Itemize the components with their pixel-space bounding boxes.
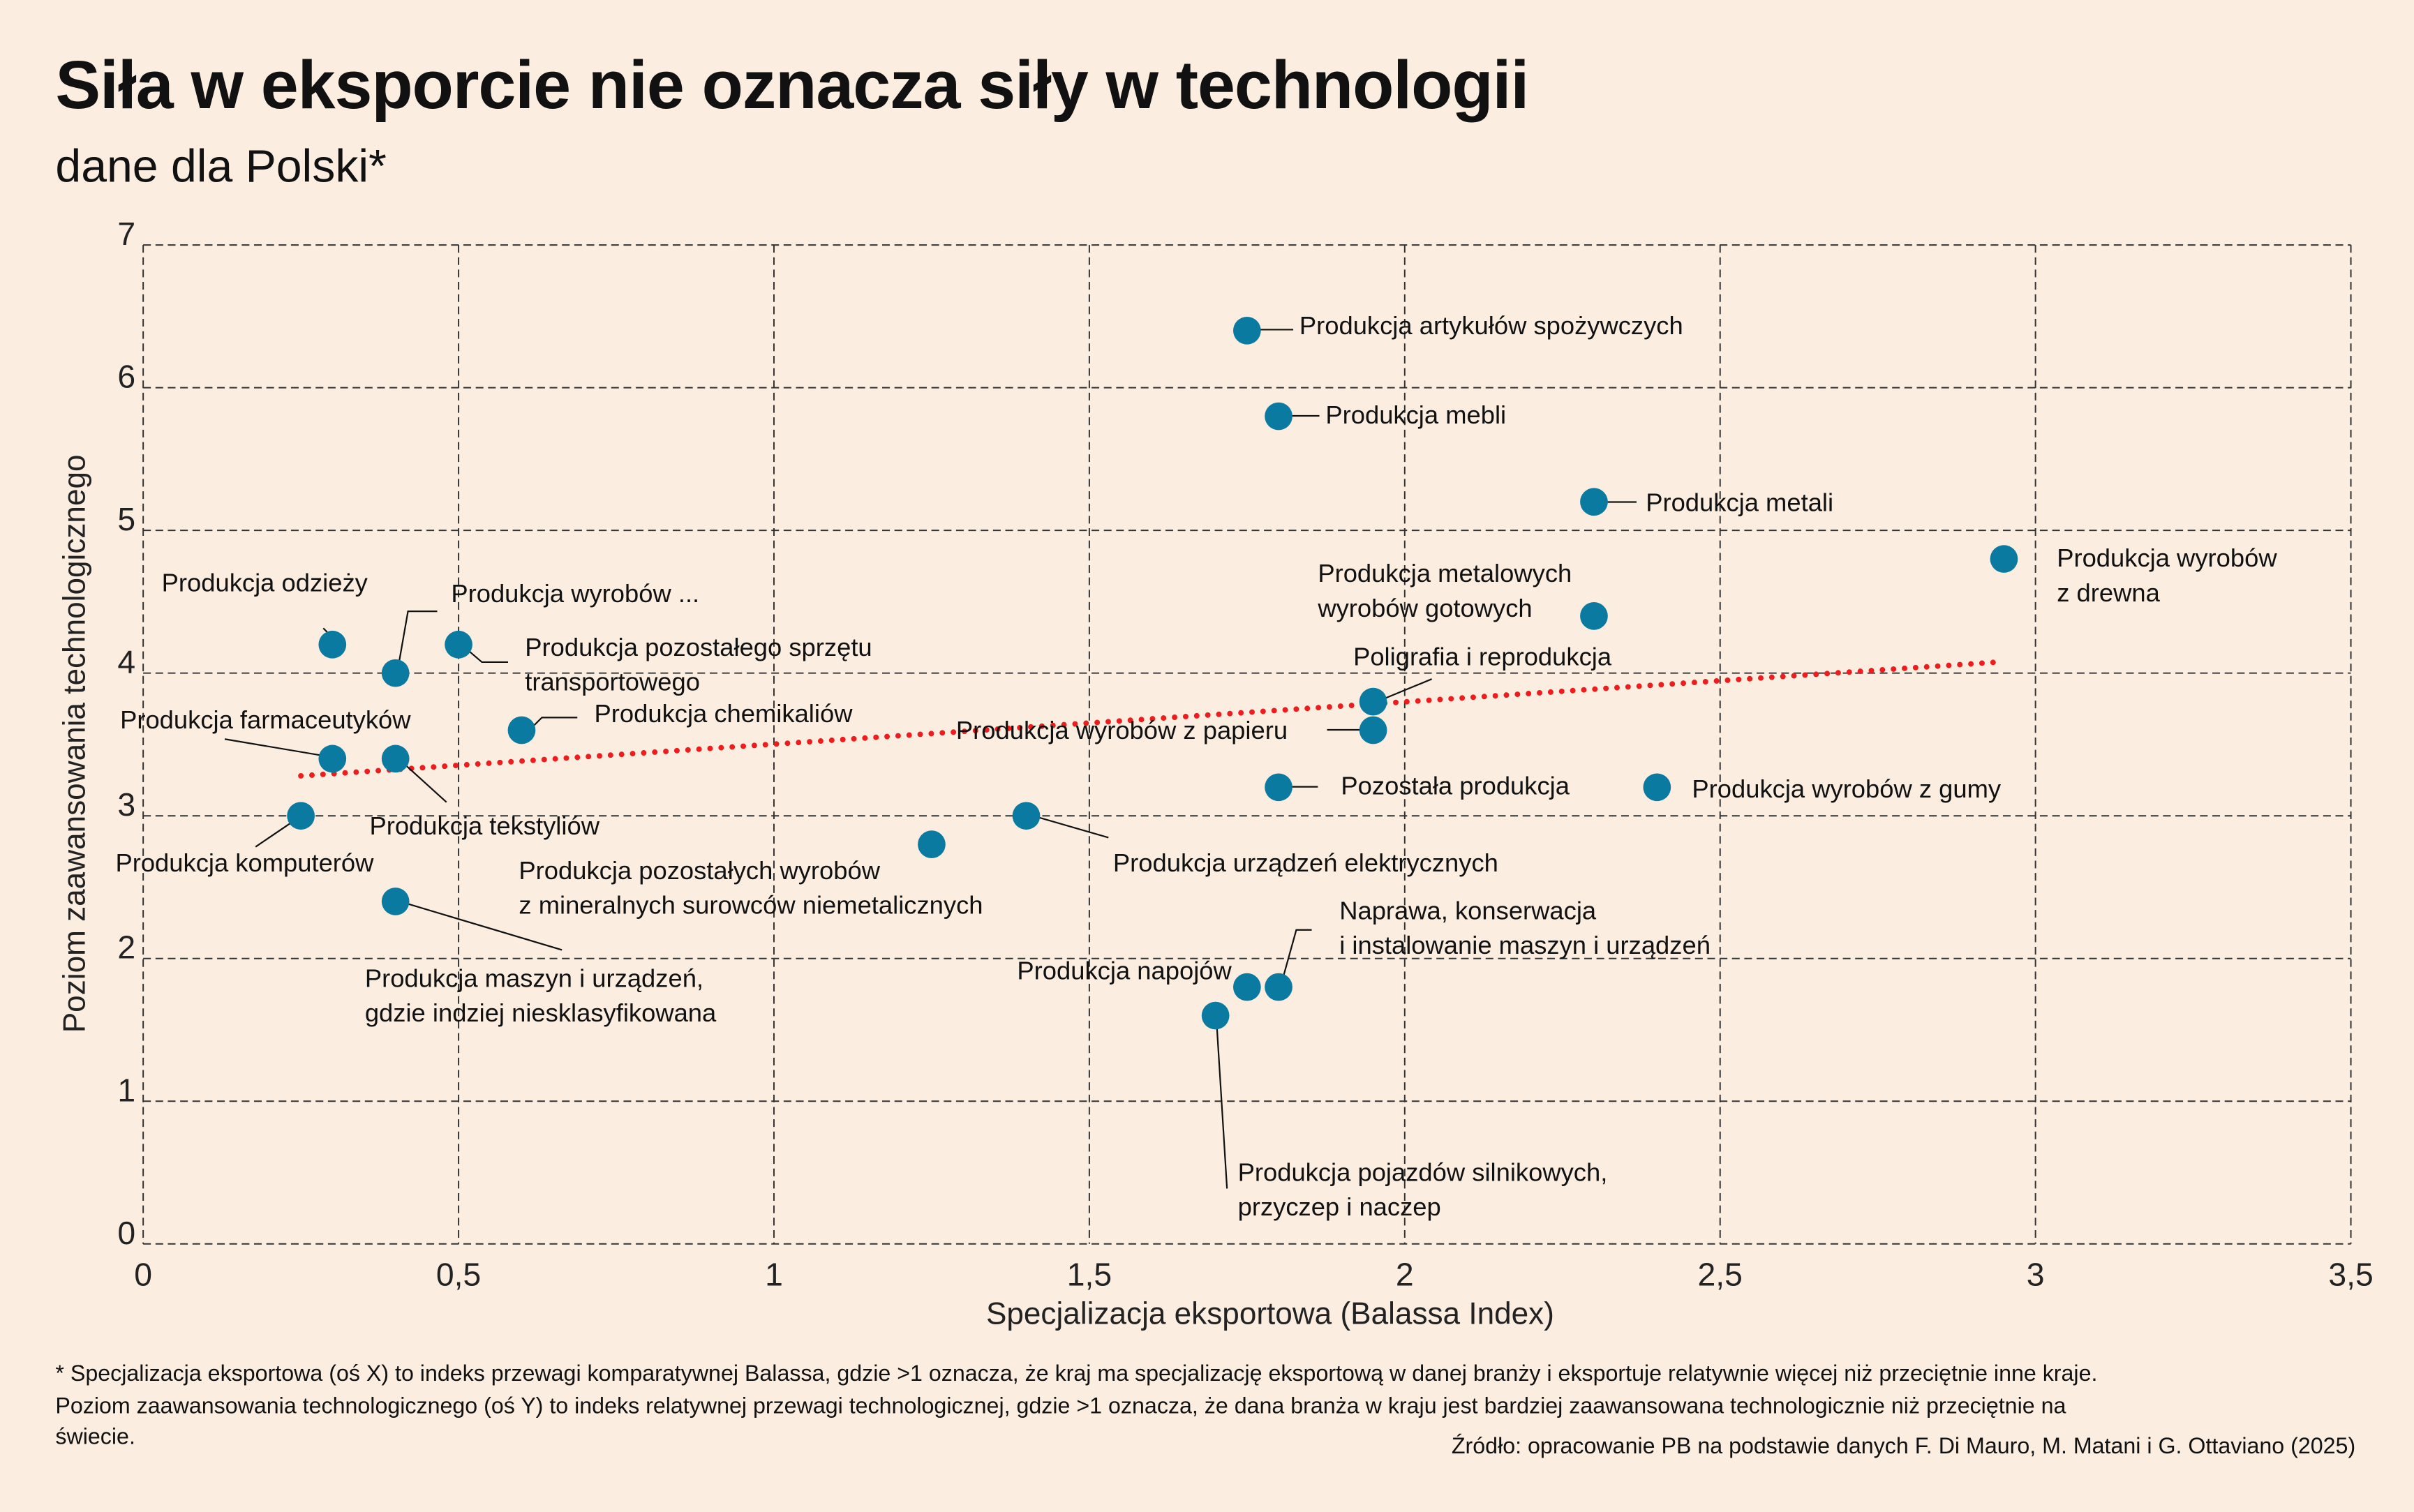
y-tick-label: 0	[117, 1215, 135, 1251]
data-point	[1012, 802, 1041, 830]
data-point	[1265, 402, 1292, 431]
point-labels: Produkcja artykułów spożywczych Produkcja…	[115, 311, 2277, 1221]
point-label: transportowego	[525, 668, 700, 696]
x-tick-label: 0,5	[436, 1256, 481, 1292]
x-tick-label: 2	[1396, 1256, 1414, 1292]
leader-line	[396, 611, 438, 673]
x-tick-label: 3	[2027, 1256, 2045, 1292]
data-point	[507, 716, 536, 744]
data-point	[318, 744, 347, 773]
x-tick-label: 3,5	[2328, 1256, 2373, 1292]
footnote-line-1: * Specjalizacja eksportowa (oś X) to ind…	[55, 1361, 2097, 1386]
point-label: gdzie indziej niesklasyfikowana	[365, 998, 717, 1027]
point-label: Produkcja metali	[1646, 488, 1833, 517]
data-point	[1990, 545, 2018, 573]
data-point	[1201, 1001, 1230, 1030]
point-label: Pozostała produkcja	[1341, 772, 1570, 800]
x-tick-label: 2,5	[1698, 1256, 1743, 1292]
point-label: Produkcja urządzeń elektrycznych	[1113, 848, 1498, 877]
data-point	[1233, 973, 1261, 1001]
y-axis-title: Poziom zaawansowania technologicznego	[57, 454, 91, 1033]
point-label: Produkcja pozostałego sprzętu	[525, 633, 872, 661]
point-label: Poligrafia i reprodukcja	[1353, 642, 1612, 671]
y-tick-label: 1	[117, 1072, 135, 1108]
data-point	[1265, 773, 1292, 802]
point-label: Produkcja tekstyliów	[369, 811, 599, 840]
y-tick-label: 7	[117, 216, 135, 252]
data-point	[1580, 488, 1608, 516]
point-label: Produkcja wyrobów	[2057, 544, 2277, 572]
leader-line	[1028, 814, 1109, 839]
data-point	[1359, 716, 1387, 744]
point-label: z drewna	[2057, 578, 2160, 607]
data-point	[445, 630, 472, 659]
x-tick-label: 0	[134, 1256, 152, 1292]
point-label: Produkcja wyrobów z gumy	[1692, 774, 2002, 803]
data-point	[1359, 687, 1387, 716]
data-point	[318, 630, 347, 659]
chart-title: Siła w eksporcie nie oznacza siły w tech…	[55, 47, 1528, 123]
y-tick-label: 6	[117, 359, 135, 395]
y-tick-label: 5	[117, 501, 135, 537]
point-label: Naprawa, konserwacja	[1339, 896, 1597, 925]
data-point	[1233, 316, 1261, 345]
x-tick-label: 1,5	[1067, 1256, 1112, 1292]
point-label: Produkcja odzieży	[162, 568, 368, 597]
data-point	[1580, 602, 1608, 630]
leader-lines	[224, 329, 1637, 1189]
footnote-line-3: świecie.	[55, 1424, 135, 1449]
data-point	[1643, 773, 1671, 802]
point-label: Produkcja pojazdów silnikowych,	[1238, 1158, 1608, 1186]
point-label: Produkcja maszyn i urządzeń,	[365, 964, 703, 992]
leader-line	[1280, 929, 1312, 986]
point-label: Produkcja farmaceutyków	[120, 705, 411, 734]
point-label: i instalowanie maszyn i urządzeń	[1339, 931, 1711, 959]
point-label: przyczep i naczep	[1238, 1192, 1441, 1221]
point-label: Produkcja mebli	[1325, 401, 1506, 429]
point-label: z mineralnych surowców niemetalicznych	[519, 891, 983, 920]
y-tick-label: 3	[117, 786, 135, 823]
axis-ticks: 0 0,5 1 1,5 2 2,5 3 3,5 0 1 2 3 4 5 6 7	[117, 216, 2373, 1292]
data-point	[287, 802, 315, 830]
point-label: Produkcja napojów	[1017, 956, 1232, 985]
data-point	[381, 659, 410, 687]
point-label: Produkcja wyrobów ...	[451, 579, 699, 608]
trendline	[298, 659, 2007, 779]
x-tick-label: 1	[765, 1256, 783, 1292]
data-point	[381, 888, 410, 915]
data-points	[287, 316, 2018, 1030]
point-label: Produkcja wyrobów z papieru	[956, 716, 1288, 744]
x-axis-title: Specjalizacja eksportowa (Balassa Index)	[986, 1297, 1554, 1331]
leader-line	[224, 738, 334, 758]
point-label: Produkcja chemikaliów	[595, 699, 854, 728]
grid	[142, 244, 2352, 1245]
leader-line	[1379, 678, 1432, 702]
point-label: wyrobów gotowych	[1317, 594, 1532, 622]
point-label: Produkcja metalowych	[1318, 559, 1572, 587]
y-tick-label: 2	[117, 929, 135, 966]
data-point	[381, 744, 410, 773]
data-point	[1265, 973, 1292, 1001]
leader-line	[396, 899, 562, 951]
y-tick-label: 4	[117, 644, 135, 680]
point-label: Produkcja pozostałych wyrobów	[519, 856, 880, 885]
chart-subtitle: dane dla Polski*	[55, 141, 386, 193]
point-label: Produkcja komputerów	[115, 848, 374, 877]
point-label: Produkcja artykułów spożywczych	[1299, 311, 1683, 340]
leader-line	[1215, 1016, 1228, 1189]
trendline-dotted	[298, 659, 2007, 779]
footnote-line-2: Poziom zaawansowania technologicznego (o…	[55, 1393, 2066, 1418]
data-point	[918, 830, 946, 858]
source-note: Źródło: opracowanie PB na podstawie dany…	[1452, 1433, 2355, 1458]
